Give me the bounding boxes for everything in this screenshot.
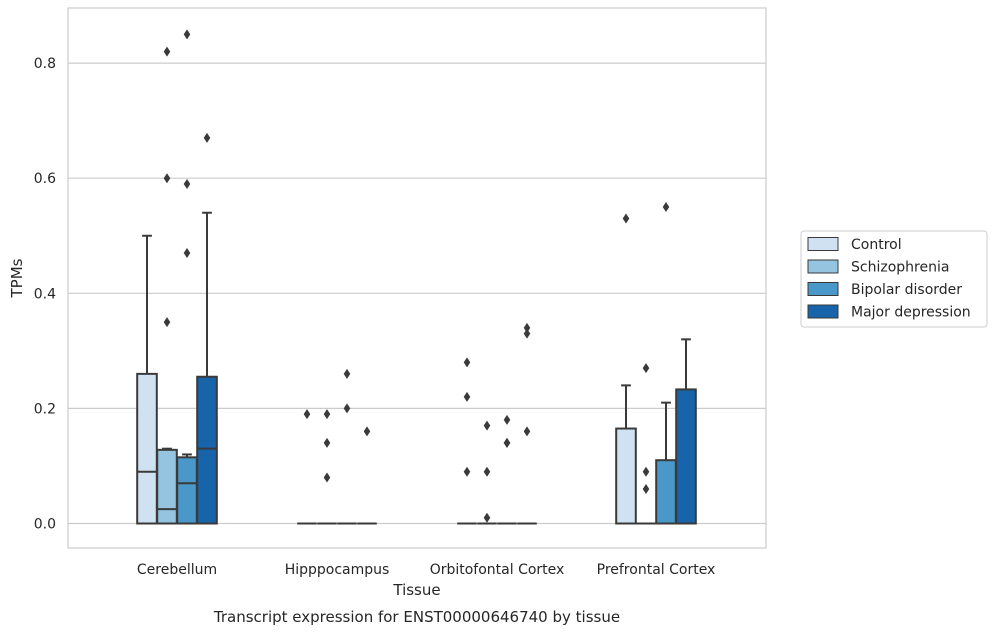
y-tick-label: 0.8	[34, 56, 56, 72]
legend-label: Control	[851, 237, 902, 253]
legend-swatch	[807, 304, 839, 319]
box-body	[615, 427, 637, 525]
box-body	[156, 448, 178, 525]
x-axis-label: Tissue	[392, 581, 440, 599]
box-body	[136, 372, 158, 525]
outlier-point	[203, 132, 211, 143]
outlier-point	[503, 414, 511, 425]
box	[675, 338, 697, 525]
outlier-point	[163, 173, 171, 184]
outlier-point	[183, 178, 191, 189]
y-tick-label: 0.6	[34, 171, 56, 187]
outlier-point	[463, 357, 471, 368]
box	[497, 414, 517, 525]
plot-frame	[67, 7, 767, 549]
x-tick-label: Cerebellum	[137, 562, 217, 578]
outlier-point	[303, 409, 311, 420]
outlier-point	[483, 466, 491, 477]
outlier-point	[183, 248, 191, 259]
outlier-point	[323, 472, 331, 483]
box	[477, 420, 497, 525]
y-tick-label: 0.2	[34, 401, 56, 417]
outlier-point	[323, 409, 331, 420]
x-tick-label: Orbitofontal Cortex	[430, 562, 565, 578]
outlier-point	[163, 317, 171, 328]
legend-label: Bipolar disorder	[851, 282, 962, 298]
series-schizophrenia	[156, 46, 656, 525]
box-body	[675, 388, 697, 525]
series-bipolar-disorder	[176, 29, 677, 525]
outlier-point	[483, 420, 491, 431]
box	[317, 409, 337, 525]
box	[636, 363, 656, 525]
box	[176, 29, 198, 525]
box-body	[176, 456, 198, 525]
legend-swatch	[807, 237, 839, 251]
y-tick-label: 0.0	[34, 517, 56, 533]
legend-swatch	[807, 282, 839, 296]
box	[156, 46, 178, 525]
outlier-point	[503, 437, 511, 448]
box	[517, 322, 537, 525]
outlier-point	[642, 483, 650, 494]
outlier-point	[662, 201, 670, 212]
outlier-point	[163, 46, 171, 57]
outlier-point	[363, 426, 371, 437]
series-control	[136, 213, 637, 525]
legend-swatch	[807, 259, 839, 274]
y-axis-label: TPMs	[8, 258, 26, 298]
box	[297, 409, 317, 525]
outlier-point	[642, 466, 650, 477]
legend: Control Schizophrenia Bipolar disorder Majo…	[800, 230, 988, 328]
y-axis-ticks: 0.0 0.2 0.4 0.6 0.8	[34, 56, 56, 532]
x-tick-label: Hipppocampus	[285, 562, 390, 578]
box	[337, 368, 357, 525]
outlier-point	[323, 437, 331, 448]
box	[615, 213, 637, 525]
outlier-point	[642, 363, 650, 374]
box-series	[136, 29, 697, 525]
series-major-depression	[196, 132, 697, 525]
x-axis-ticks: Cerebellum Hipppocampus Orbitofontal Corte…	[137, 562, 715, 578]
box	[457, 357, 477, 525]
y-tick-label: 0.4	[34, 286, 56, 302]
chart-caption: Transcript expression for ENST0000064674…	[213, 608, 620, 626]
x-tick-label: Prefrontal Cortex	[597, 562, 716, 578]
outlier-point	[622, 213, 630, 224]
outlier-point	[463, 391, 471, 402]
outlier-point	[183, 29, 191, 40]
outlier-point	[483, 512, 491, 523]
outlier-point	[463, 466, 471, 477]
outlier-point	[343, 403, 351, 414]
legend-frame	[800, 230, 988, 328]
box-body	[196, 375, 218, 525]
outlier-point	[523, 322, 531, 333]
box	[357, 426, 377, 525]
outlier-point	[523, 328, 531, 339]
legend-label: Major depression	[851, 305, 971, 321]
outlier-point	[523, 426, 531, 437]
outlier-point	[343, 368, 351, 379]
box	[136, 234, 158, 525]
box	[655, 201, 677, 525]
legend-label: Schizophrenia	[851, 260, 949, 276]
box	[196, 132, 218, 525]
box-body	[655, 459, 677, 525]
